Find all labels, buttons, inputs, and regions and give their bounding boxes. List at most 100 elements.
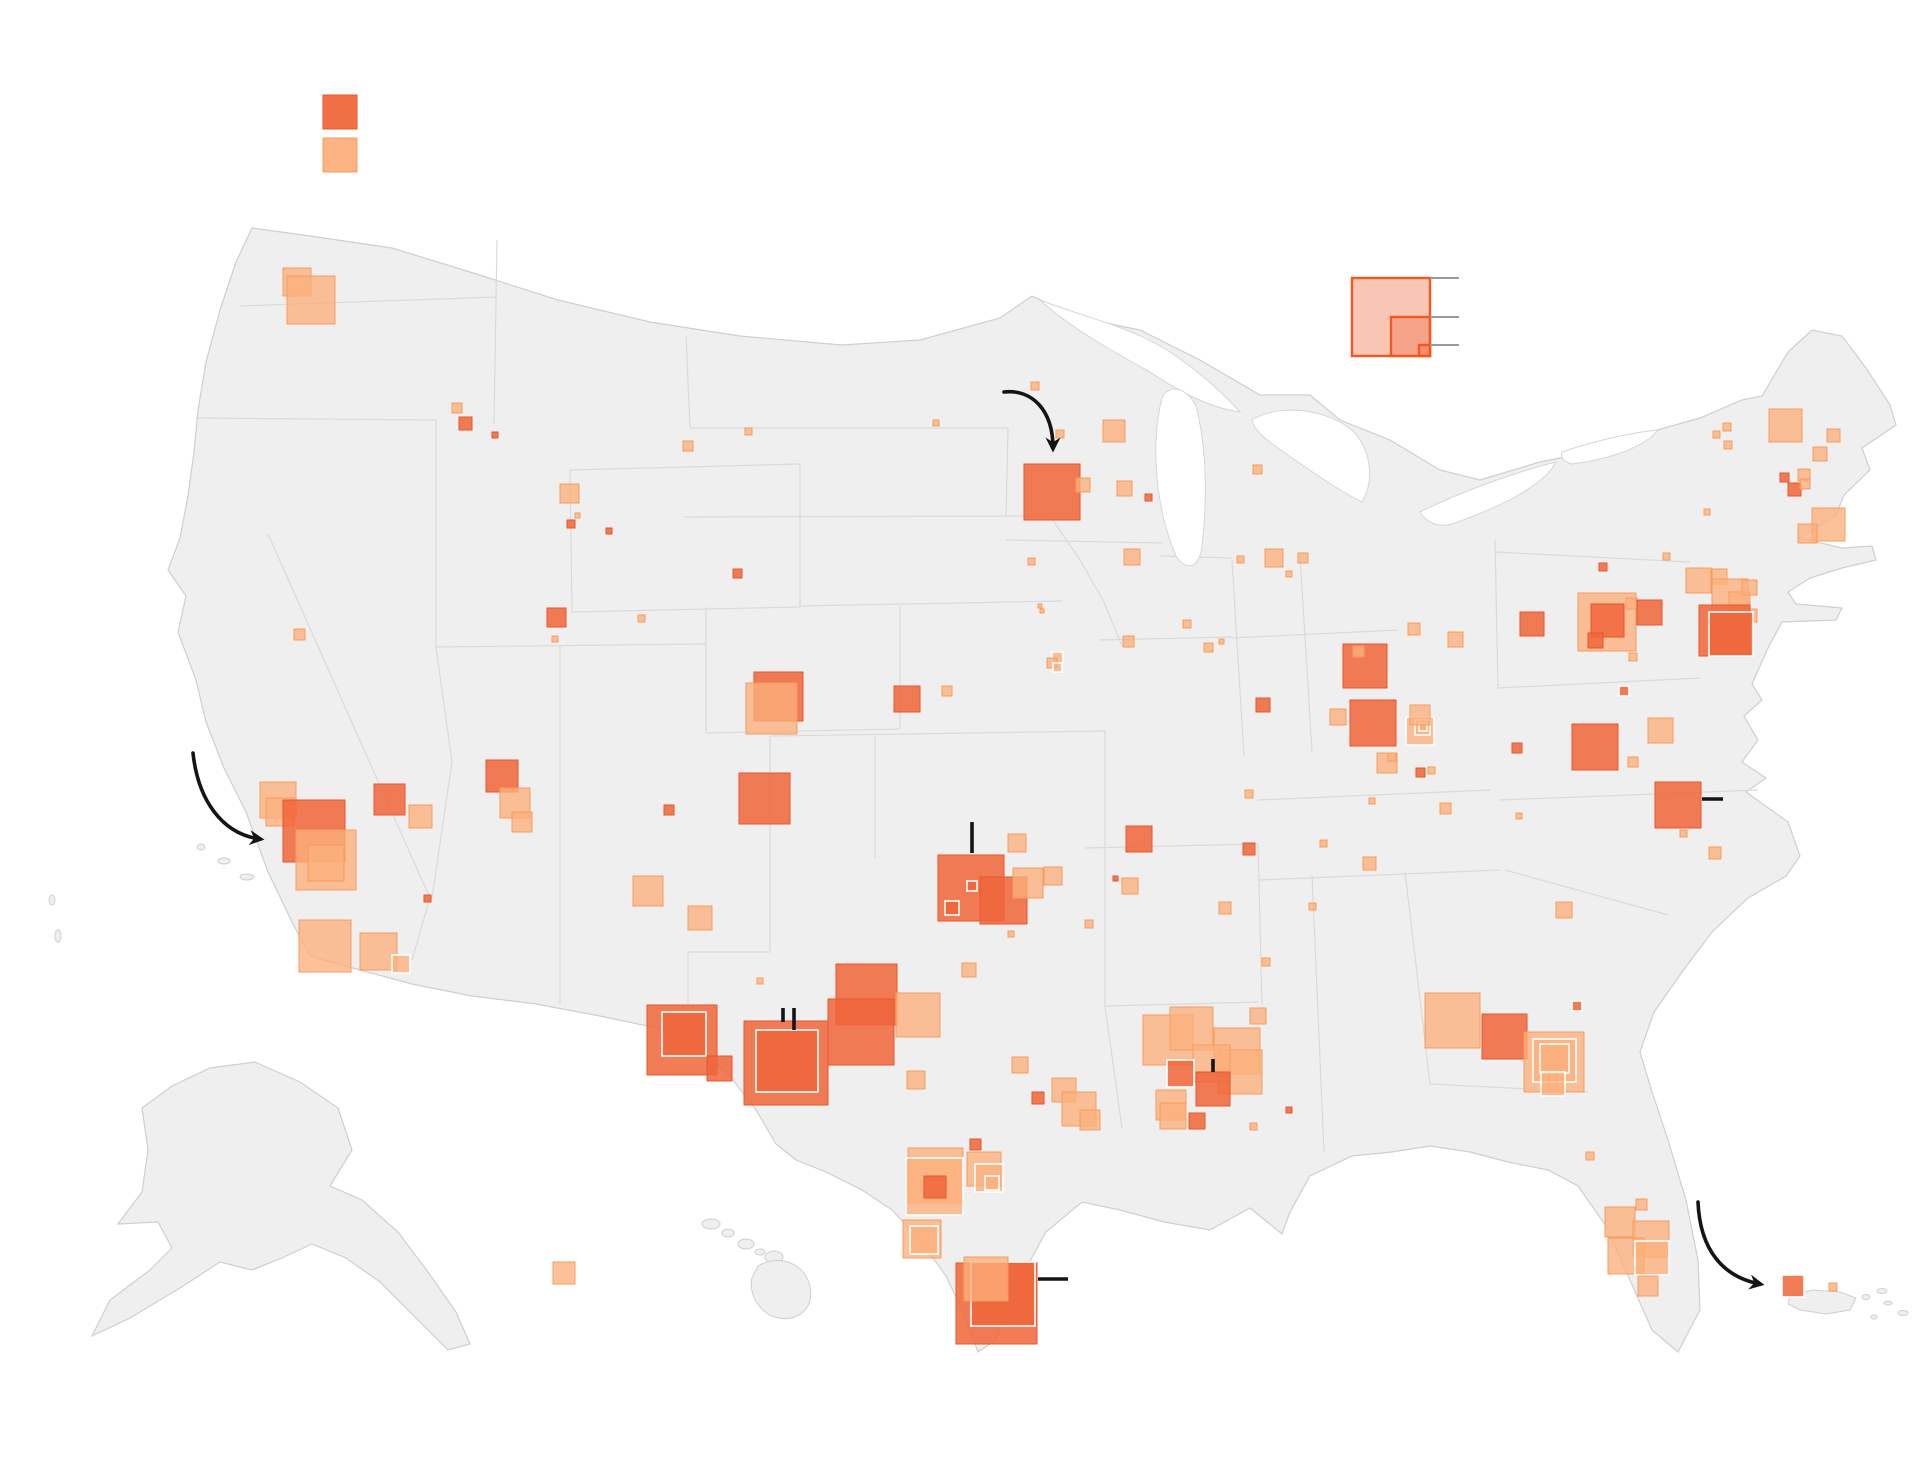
facility-square[interactable] (663, 804, 675, 816)
facility-square[interactable] (1030, 381, 1040, 391)
facility-square[interactable] (1285, 1106, 1293, 1114)
facility-square[interactable] (1218, 901, 1232, 915)
facility-square[interactable] (1144, 493, 1153, 502)
facility-square[interactable] (391, 954, 411, 974)
facility-square[interactable] (661, 1011, 707, 1057)
facility-square[interactable] (1342, 643, 1388, 689)
facility-square[interactable] (1362, 856, 1377, 871)
facility-square[interactable] (373, 783, 406, 816)
facility-square[interactable] (1037, 603, 1043, 609)
facility-square[interactable] (1123, 548, 1141, 566)
facility-square[interactable] (1540, 1071, 1566, 1097)
facility-square[interactable] (632, 875, 664, 907)
facility-square[interactable] (1039, 608, 1045, 614)
facility-square[interactable] (1169, 1006, 1214, 1051)
facility-square[interactable] (687, 905, 713, 931)
facility-square[interactable] (963, 1256, 1009, 1302)
facility-square[interactable] (755, 1029, 819, 1093)
facility-square[interactable] (1635, 1198, 1648, 1211)
facility-square[interactable] (511, 811, 533, 833)
facility-square[interactable] (1723, 440, 1733, 450)
facility-square[interactable] (1242, 842, 1256, 856)
facility-square[interactable] (1415, 767, 1426, 778)
facility-square[interactable] (827, 998, 895, 1066)
facility-square[interactable] (1255, 697, 1271, 713)
facility-square[interactable] (1481, 1013, 1528, 1060)
facility-square[interactable] (1590, 603, 1625, 638)
facility-square[interactable] (682, 440, 694, 452)
facility-square[interactable] (1685, 567, 1712, 594)
facility-square[interactable] (1012, 867, 1044, 899)
facility-square[interactable] (1427, 766, 1436, 775)
facility-square[interactable] (359, 932, 398, 971)
facility-square[interactable] (1116, 480, 1133, 497)
facility-square[interactable] (1249, 1007, 1267, 1025)
facility-square[interactable] (1654, 781, 1702, 829)
facility-square[interactable] (1249, 1122, 1258, 1131)
facility-square[interactable] (732, 568, 743, 579)
facility-square[interactable] (451, 402, 463, 414)
facility-square[interactable] (1055, 429, 1065, 439)
facility-square[interactable] (1329, 708, 1347, 726)
facility-square[interactable] (1519, 611, 1545, 637)
facility-square[interactable] (1261, 957, 1271, 967)
facility-square[interactable] (1218, 638, 1225, 645)
facility-square[interactable] (1121, 877, 1139, 895)
facility-square[interactable] (1007, 930, 1015, 938)
facility-square[interactable] (1079, 1109, 1101, 1131)
facility-square[interactable] (1264, 548, 1284, 568)
facility-square[interactable] (966, 880, 978, 892)
facility-square[interactable] (286, 275, 336, 325)
facility-square[interactable] (1618, 685, 1630, 697)
facility-square[interactable] (1515, 812, 1523, 820)
facility-square[interactable] (1297, 552, 1309, 564)
facility-square[interactable] (706, 1055, 733, 1082)
facility-square[interactable] (1368, 797, 1376, 805)
facility-square[interactable] (1511, 742, 1523, 754)
facility-square[interactable] (1625, 597, 1638, 610)
facility-square[interactable] (1252, 464, 1263, 475)
facility-square[interactable] (895, 992, 941, 1038)
facility-square[interactable] (1812, 446, 1828, 462)
facility-square[interactable] (546, 607, 567, 628)
facility-square[interactable] (1007, 833, 1027, 853)
facility-square[interactable] (1826, 428, 1841, 443)
facility-square[interactable] (1122, 635, 1135, 648)
facility-square[interactable] (1647, 717, 1674, 744)
facility-square[interactable] (745, 682, 798, 735)
facility-square[interactable] (1768, 408, 1803, 443)
facility-square[interactable] (1387, 752, 1397, 762)
facility-square[interactable] (1027, 557, 1036, 566)
facility-square[interactable] (552, 1261, 576, 1285)
facility-square[interactable] (1703, 508, 1711, 516)
facility-square[interactable] (1627, 756, 1639, 768)
facility-square[interactable] (574, 512, 581, 519)
facility-square[interactable] (923, 1175, 947, 1199)
facility-square[interactable] (1787, 482, 1802, 497)
facility-square[interactable] (1637, 1275, 1659, 1297)
facility-square[interactable] (1722, 422, 1732, 432)
facility-square[interactable] (1712, 430, 1721, 439)
facility-square[interactable] (566, 519, 576, 529)
facility-square[interactable] (1587, 632, 1604, 649)
facility-square[interactable] (1125, 825, 1153, 853)
facility-square[interactable] (1203, 642, 1214, 653)
facility-square[interactable] (1352, 645, 1365, 658)
facility-square[interactable] (1182, 619, 1192, 629)
facility-square[interactable] (1797, 523, 1818, 544)
facility-square[interactable] (1407, 622, 1421, 636)
facility-square[interactable] (408, 804, 433, 829)
facility-square[interactable] (1112, 875, 1119, 882)
facility-square[interactable] (1159, 1102, 1187, 1130)
facility-square[interactable] (1662, 552, 1671, 561)
facility-square[interactable] (1571, 1000, 1583, 1012)
facility-square[interactable] (1828, 1282, 1838, 1292)
facility-square[interactable] (1799, 478, 1811, 490)
facility-square[interactable] (307, 844, 345, 882)
facility-square[interactable] (941, 685, 953, 697)
facility-square[interactable] (605, 527, 613, 535)
facility-square[interactable] (744, 427, 753, 436)
facility-square[interactable] (1023, 463, 1081, 521)
facility-square[interactable] (1084, 919, 1094, 929)
facility-square[interactable] (1571, 723, 1619, 771)
